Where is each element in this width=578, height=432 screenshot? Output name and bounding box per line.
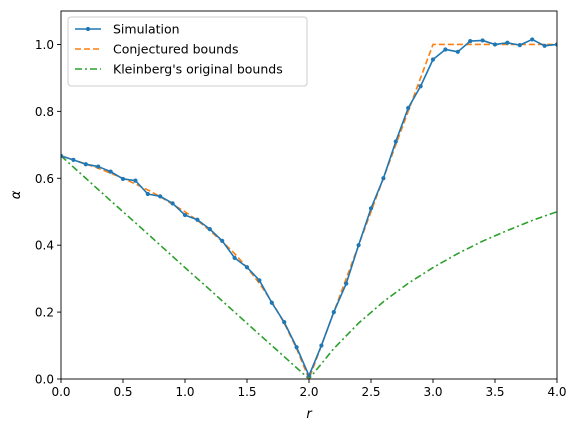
series-point-simulation <box>108 169 113 174</box>
y-tick-label: 0.0 <box>35 373 54 387</box>
series-point-simulation <box>83 162 88 167</box>
series-point-simulation <box>331 309 336 315</box>
axes: 0.0 0.5 1.0 1.5 2.0 2.5 3.0 3.5 4.0 0.0 0.2 0.4 0.6 0… <box>35 10 567 399</box>
series-point-simulation <box>356 243 361 248</box>
series-point-simulation <box>480 38 485 43</box>
series-point-simulation <box>468 39 473 44</box>
series-point-simulation <box>443 47 448 52</box>
series-point-simulation <box>61 153 64 158</box>
series-group <box>61 37 557 379</box>
legend-label-simulation: Simulation <box>113 22 180 37</box>
series-point-simulation <box>554 42 557 47</box>
x-tick-label: 1.0 <box>175 385 194 399</box>
series-point-simulation <box>430 57 436 62</box>
series-point-simulation <box>418 84 423 89</box>
series-point-simulation <box>195 217 200 222</box>
series-line-conjectured-bounds <box>61 43 557 379</box>
legend: Simulation Conjectured bounds Kleinberg's … <box>67 16 308 87</box>
series-point-simulation <box>96 164 101 169</box>
series-point-simulation <box>406 105 411 111</box>
series-point-simulation <box>542 43 547 48</box>
legend-box <box>67 16 308 87</box>
series-line-kleinberg-s-original-bounds <box>61 155 557 379</box>
series-point-simulation <box>120 176 126 182</box>
series-point-simulation <box>182 212 188 218</box>
series-point-simulation <box>244 265 250 270</box>
series-point-simulation <box>145 191 150 197</box>
series-point-simulation <box>282 320 287 325</box>
x-tick-label: 2.5 <box>361 385 380 399</box>
series-point-simulation <box>517 43 522 48</box>
x-tick-label: 3.5 <box>485 385 504 399</box>
series-point-simulation <box>257 278 262 283</box>
series-point-simulation <box>158 194 163 199</box>
x-tick-label: 2.0 <box>299 385 318 399</box>
x-tick-label: 1.5 <box>237 385 256 399</box>
series-point-simulation <box>319 343 324 348</box>
series-point-simulation <box>344 281 349 286</box>
series-point-simulation <box>381 176 386 181</box>
series-point-simulation <box>455 49 460 54</box>
series-point-simulation <box>368 206 374 211</box>
series-point-simulation <box>492 42 498 47</box>
legend-label-conjectured-bounds: Conjectured bounds <box>113 42 239 57</box>
x-axis-label: r <box>306 407 313 422</box>
x-tick-label: 4.0 <box>547 385 566 399</box>
series-point-simulation <box>294 345 299 350</box>
plot-area <box>61 37 557 379</box>
series-point-simulation <box>306 373 312 378</box>
y-tick-label: 0.2 <box>35 306 54 320</box>
series-point-simulation <box>530 37 535 42</box>
series-point-simulation <box>269 300 274 305</box>
series-point-simulation <box>232 255 237 260</box>
y-tick-label: 1.0 <box>35 38 54 52</box>
series-point-simulation <box>393 139 398 144</box>
y-tick-label: 0.8 <box>35 105 54 119</box>
y-tick-label: 0.6 <box>35 172 54 186</box>
series-point-simulation <box>170 201 175 206</box>
series-line-simulation <box>61 38 557 377</box>
x-tick-label: 3.0 <box>423 385 442 399</box>
series-point-simulation <box>220 238 225 243</box>
series-point-simulation <box>133 178 138 183</box>
y-axis-label: α <box>9 190 24 199</box>
series-point-simulation <box>71 157 76 162</box>
series-point-simulation <box>505 40 510 45</box>
series-point-simulation <box>207 227 212 232</box>
legend-marker-simulation <box>85 26 91 32</box>
y-tick-label: 0.4 <box>35 239 54 253</box>
x-tick-label: 0.0 <box>51 385 70 399</box>
legend-label-kleinberg-s-original-bounds: Kleinberg's original bounds <box>113 62 283 77</box>
x-tick-label: 0.5 <box>113 385 132 399</box>
